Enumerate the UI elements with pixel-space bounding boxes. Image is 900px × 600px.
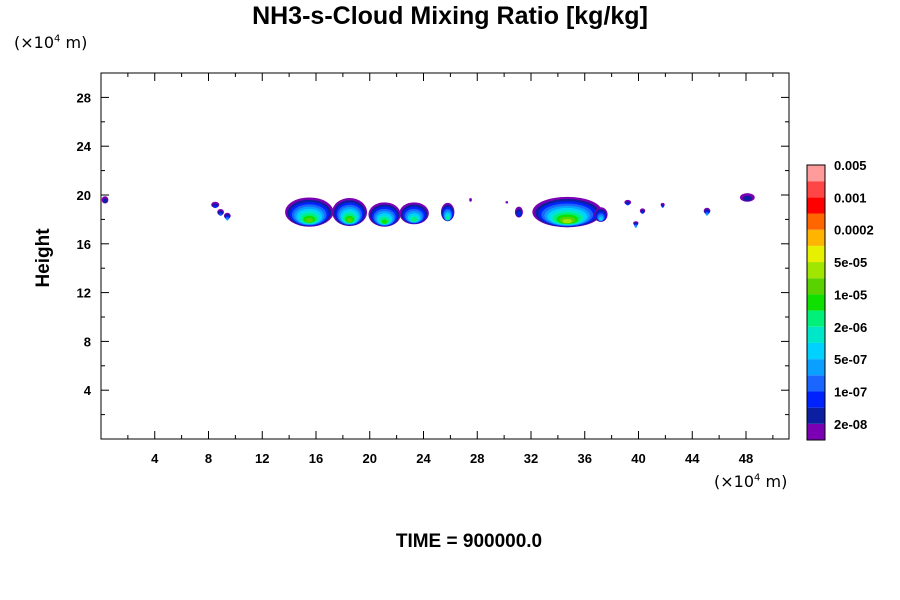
contour-level-4 [634,225,638,228]
x-tick-label: 16 [309,451,323,466]
contour-level-8 [381,219,388,224]
colorbar-swatch [807,245,825,263]
contour-level-7 [411,217,417,222]
x-tick-label: 48 [739,451,753,466]
colorbar-label: 2e-08 [834,417,867,432]
cloud-blob [594,207,608,222]
colorbar-swatch [807,375,825,392]
y-tick-label: 24 [77,139,92,154]
contour-level-9 [305,217,313,223]
contour-level-7 [446,216,449,221]
colorbar-swatch [807,165,825,182]
y-tick-label: 20 [77,188,91,203]
colorbar-swatch [807,342,825,360]
cloud-blob [211,201,220,208]
contour-level-2 [213,205,218,208]
x-tick-label: 4 [151,451,159,466]
cloud-blob [505,201,509,204]
contour-field [101,193,755,228]
contour-level-1 [102,198,108,204]
cloud-blob [368,202,401,227]
contour-level-0 [469,198,472,202]
cloud-blob [469,198,472,202]
contour-level-4 [226,218,229,221]
colorbar-swatch [807,310,825,327]
colorbar-label: 5e-05 [834,255,867,270]
colorbar-swatch [807,423,825,440]
contour-level-2 [661,205,664,208]
colorbar-label: 5e-07 [834,352,867,367]
colorbar-swatch [807,359,825,376]
y-tick-label: 28 [77,90,91,105]
cloud-blob [703,207,711,216]
x-tick-label: 12 [255,451,269,466]
plot-frame [100,72,790,440]
contour-level-2 [641,211,644,214]
contour-level-1 [742,195,752,201]
contour-level-2 [626,202,630,206]
x-tick-label: 32 [524,451,538,466]
contour-level-5 [599,217,603,221]
cloud-blob [101,196,109,204]
colorbar-swatch [807,278,825,295]
cloud-blob [514,206,523,218]
colorbar: 2e-08 1e-07 5e-07 2e-06 1e-05 5e-05 0.0002 0.00… [806,158,874,441]
x-tick-label: 44 [685,451,700,466]
colorbar-label: 1e-05 [834,287,867,302]
colorbar-label: 2e-06 [834,320,867,335]
x-tick-label: 36 [578,451,592,466]
cloud-blob [399,202,429,225]
y-tick-label: 16 [77,237,91,252]
colorbar-label: 1e-07 [834,384,867,399]
colorbar-swatch [807,197,825,214]
contour-level-2 [517,211,521,217]
x-tick-label: 40 [631,451,645,466]
cloud-blob [624,199,632,206]
cloud-blob [633,221,639,228]
y-unit-label: (×104 m) [14,33,88,52]
x-unit-label: (×104 m) [714,472,788,491]
cloud-blob [223,212,231,221]
cloud-blob [739,193,755,202]
contour-level-4 [705,213,709,216]
cloud-blob [639,208,646,214]
colorbar-swatch [807,407,825,424]
contour-level-0 [505,201,509,204]
cloud-blob [440,202,455,222]
y-tick-label: 8 [84,334,91,349]
colorbar-swatch [807,229,825,246]
time-label: TIME = 900000.0 [395,531,543,552]
colorbar-swatch [807,262,825,279]
colorbar-frame [806,164,826,441]
colorbar-label: 0.005 [834,158,867,173]
colorbar-label: 0.001 [834,190,867,205]
cloud-blob [532,196,603,228]
contour-level-9 [346,218,353,223]
cloud-blob [332,198,368,227]
y-axis: 4 8 12 16 20 24 28 [77,90,789,416]
y-tick-label: 12 [77,286,91,301]
contour-level-10 [562,218,573,224]
colorbar-swatch [807,391,825,408]
cloud-blob [660,202,665,208]
chart-title: NH3-s-Cloud Mixing Ratio [kg/kg] [252,2,648,30]
cloud-blob [285,197,334,227]
colorbar-swatch [807,213,825,230]
contour-level-3 [219,213,222,216]
x-tick-label: 20 [363,451,377,466]
x-tick-label: 24 [416,451,431,466]
x-tick-label: 28 [470,451,484,466]
colorbar-swatch [807,326,825,343]
y-tick-label: 4 [84,383,92,398]
cloud-blob [217,209,224,216]
x-axis: 4 8 12 16 20 24 28 32 36 40 44 48 [127,73,774,466]
colorbar-swatch [807,294,825,311]
colorbar-swatch [807,181,825,198]
x-tick-label: 8 [205,451,212,466]
colorbar-label: 0.0002 [834,223,874,238]
